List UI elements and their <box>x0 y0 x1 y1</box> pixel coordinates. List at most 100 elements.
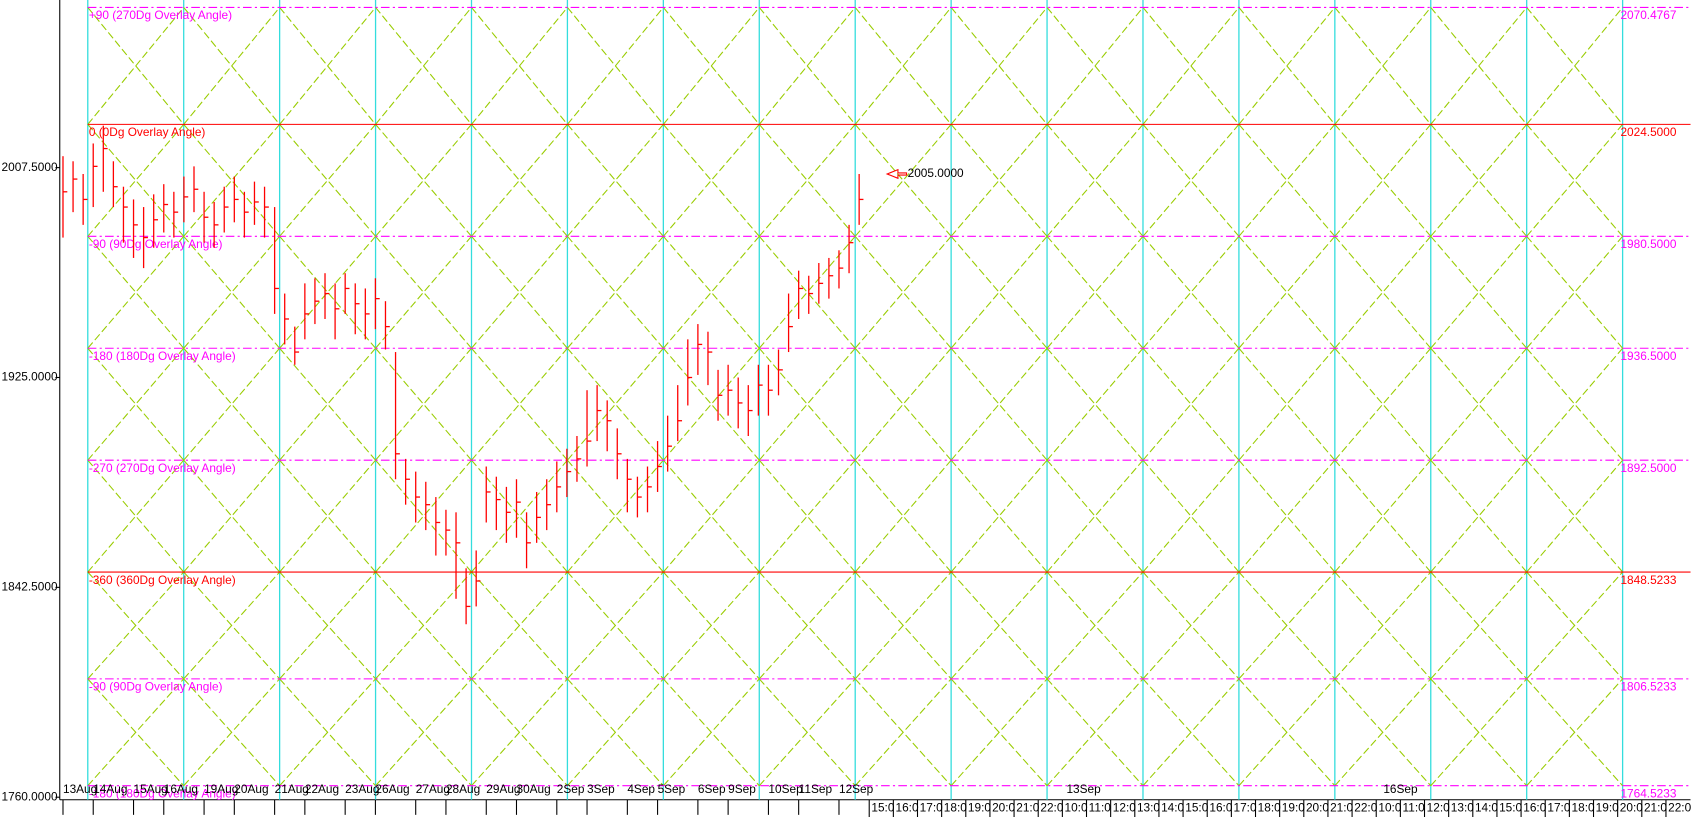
angle-line <box>758 459 856 573</box>
x-date-label: 2Sep <box>557 782 585 796</box>
hour-label: 13:0 <box>1451 801 1474 815</box>
angle-line <box>279 347 376 461</box>
angle-line <box>375 235 472 349</box>
angle-line <box>567 124 664 237</box>
angle-line <box>758 678 856 787</box>
angle-line <box>1430 347 1528 461</box>
angle-line <box>1526 235 1624 349</box>
x-date-label: 16Aug <box>164 782 198 796</box>
angle-line <box>567 347 664 461</box>
angle-line <box>662 347 760 461</box>
angle-line <box>375 124 472 237</box>
hour-label: 16:0 <box>896 801 919 815</box>
angle-line <box>471 124 568 237</box>
y-tick-label: 1925.0000 <box>2 370 58 384</box>
angle-line <box>471 678 568 787</box>
angle-line <box>183 124 281 237</box>
x-date-label: 4Sep <box>627 782 655 796</box>
overlay-value: 1936.5000 <box>1620 349 1676 363</box>
angle-line <box>87 347 185 461</box>
angle-line <box>1430 124 1528 237</box>
angle-line <box>1430 459 1528 573</box>
angle-line <box>279 124 376 237</box>
angle-line <box>1430 235 1528 349</box>
angle-line <box>375 459 472 573</box>
angle-line <box>1430 7 1528 125</box>
angle-line <box>1526 124 1624 237</box>
x-date-label: 19Aug <box>204 782 238 796</box>
angle-line <box>1334 459 1432 573</box>
angle-line <box>1238 7 1336 125</box>
angle-line <box>1238 459 1336 573</box>
angle-line <box>1142 124 1240 237</box>
future-date-label: 13Sep <box>1066 782 1101 796</box>
x-date-label: 30Aug <box>516 782 550 796</box>
x-date-label: 11Sep <box>799 782 833 796</box>
overlay-value: 1848.5233 <box>1620 573 1676 587</box>
angle-line <box>567 235 664 349</box>
angle-line <box>1142 124 1240 237</box>
hour-label: 20:0 <box>1620 801 1643 815</box>
angle-line <box>1238 347 1336 461</box>
hour-label: 21:0 <box>1330 801 1353 815</box>
angle-line <box>1238 235 1336 349</box>
angle-line <box>1046 459 1144 573</box>
overlay-value: 2070.4767 <box>1620 8 1676 22</box>
hour-label: 21:0 <box>1016 801 1039 815</box>
x-date-label: 13Aug <box>63 782 97 796</box>
angle-line <box>87 235 185 349</box>
overlay-name: -90 (90Dg Overlay Angle) <box>89 237 223 251</box>
angle-line <box>1142 235 1240 349</box>
angle-line <box>1334 7 1432 125</box>
angle-line <box>183 347 281 461</box>
angle-line <box>1334 124 1432 237</box>
x-date-label: 15Aug <box>134 782 168 796</box>
x-date-label: 14Aug <box>93 782 127 796</box>
angle-line <box>183 459 281 573</box>
angle-line <box>375 7 472 125</box>
x-date-label: 26Aug <box>375 782 409 796</box>
angle-line <box>1238 124 1336 237</box>
angle-line <box>1046 235 1144 349</box>
hour-label: 11:0 <box>1403 801 1426 815</box>
angle-line <box>1046 235 1144 349</box>
x-date-label: 6Sep <box>698 782 726 796</box>
overlay-value: 1980.5000 <box>1620 237 1676 251</box>
angle-line <box>471 7 568 125</box>
angle-line <box>567 571 664 680</box>
angle-line <box>854 235 952 349</box>
angle-line <box>950 347 1048 461</box>
angle-line <box>567 235 664 349</box>
angle-line <box>1334 571 1432 680</box>
hour-label: 17:0 <box>1234 801 1257 815</box>
angle-line <box>1526 124 1624 237</box>
angle-line <box>950 571 1048 680</box>
x-date-label: 3Sep <box>587 782 615 796</box>
angle-line <box>375 347 472 461</box>
angle-line <box>1238 347 1336 461</box>
angle-line <box>1526 678 1624 787</box>
angle-line <box>758 459 856 573</box>
angle-line <box>279 459 376 573</box>
angle-line <box>1046 124 1144 237</box>
angle-line <box>854 459 952 573</box>
hour-label: 15:0 <box>1185 801 1208 815</box>
angle-line <box>471 235 568 349</box>
angle-line <box>183 347 281 461</box>
hour-label: 18:0 <box>1258 801 1281 815</box>
angle-line <box>471 571 568 680</box>
hour-label: 15:0 <box>1499 801 1522 815</box>
angle-line <box>1334 459 1432 573</box>
angle-line <box>950 124 1048 237</box>
hour-label: 20:0 <box>1306 801 1329 815</box>
hour-label: 14:0 <box>1475 801 1498 815</box>
angle-line <box>567 459 664 573</box>
angle-line <box>758 7 856 125</box>
hour-label: 10:0 <box>1378 801 1401 815</box>
angle-line <box>471 459 568 573</box>
angle-line <box>662 347 760 461</box>
hour-label: 17:0 <box>1547 801 1570 815</box>
angle-line <box>567 7 664 125</box>
angle-line <box>1334 235 1432 349</box>
hour-label: 11:0 <box>1089 801 1112 815</box>
